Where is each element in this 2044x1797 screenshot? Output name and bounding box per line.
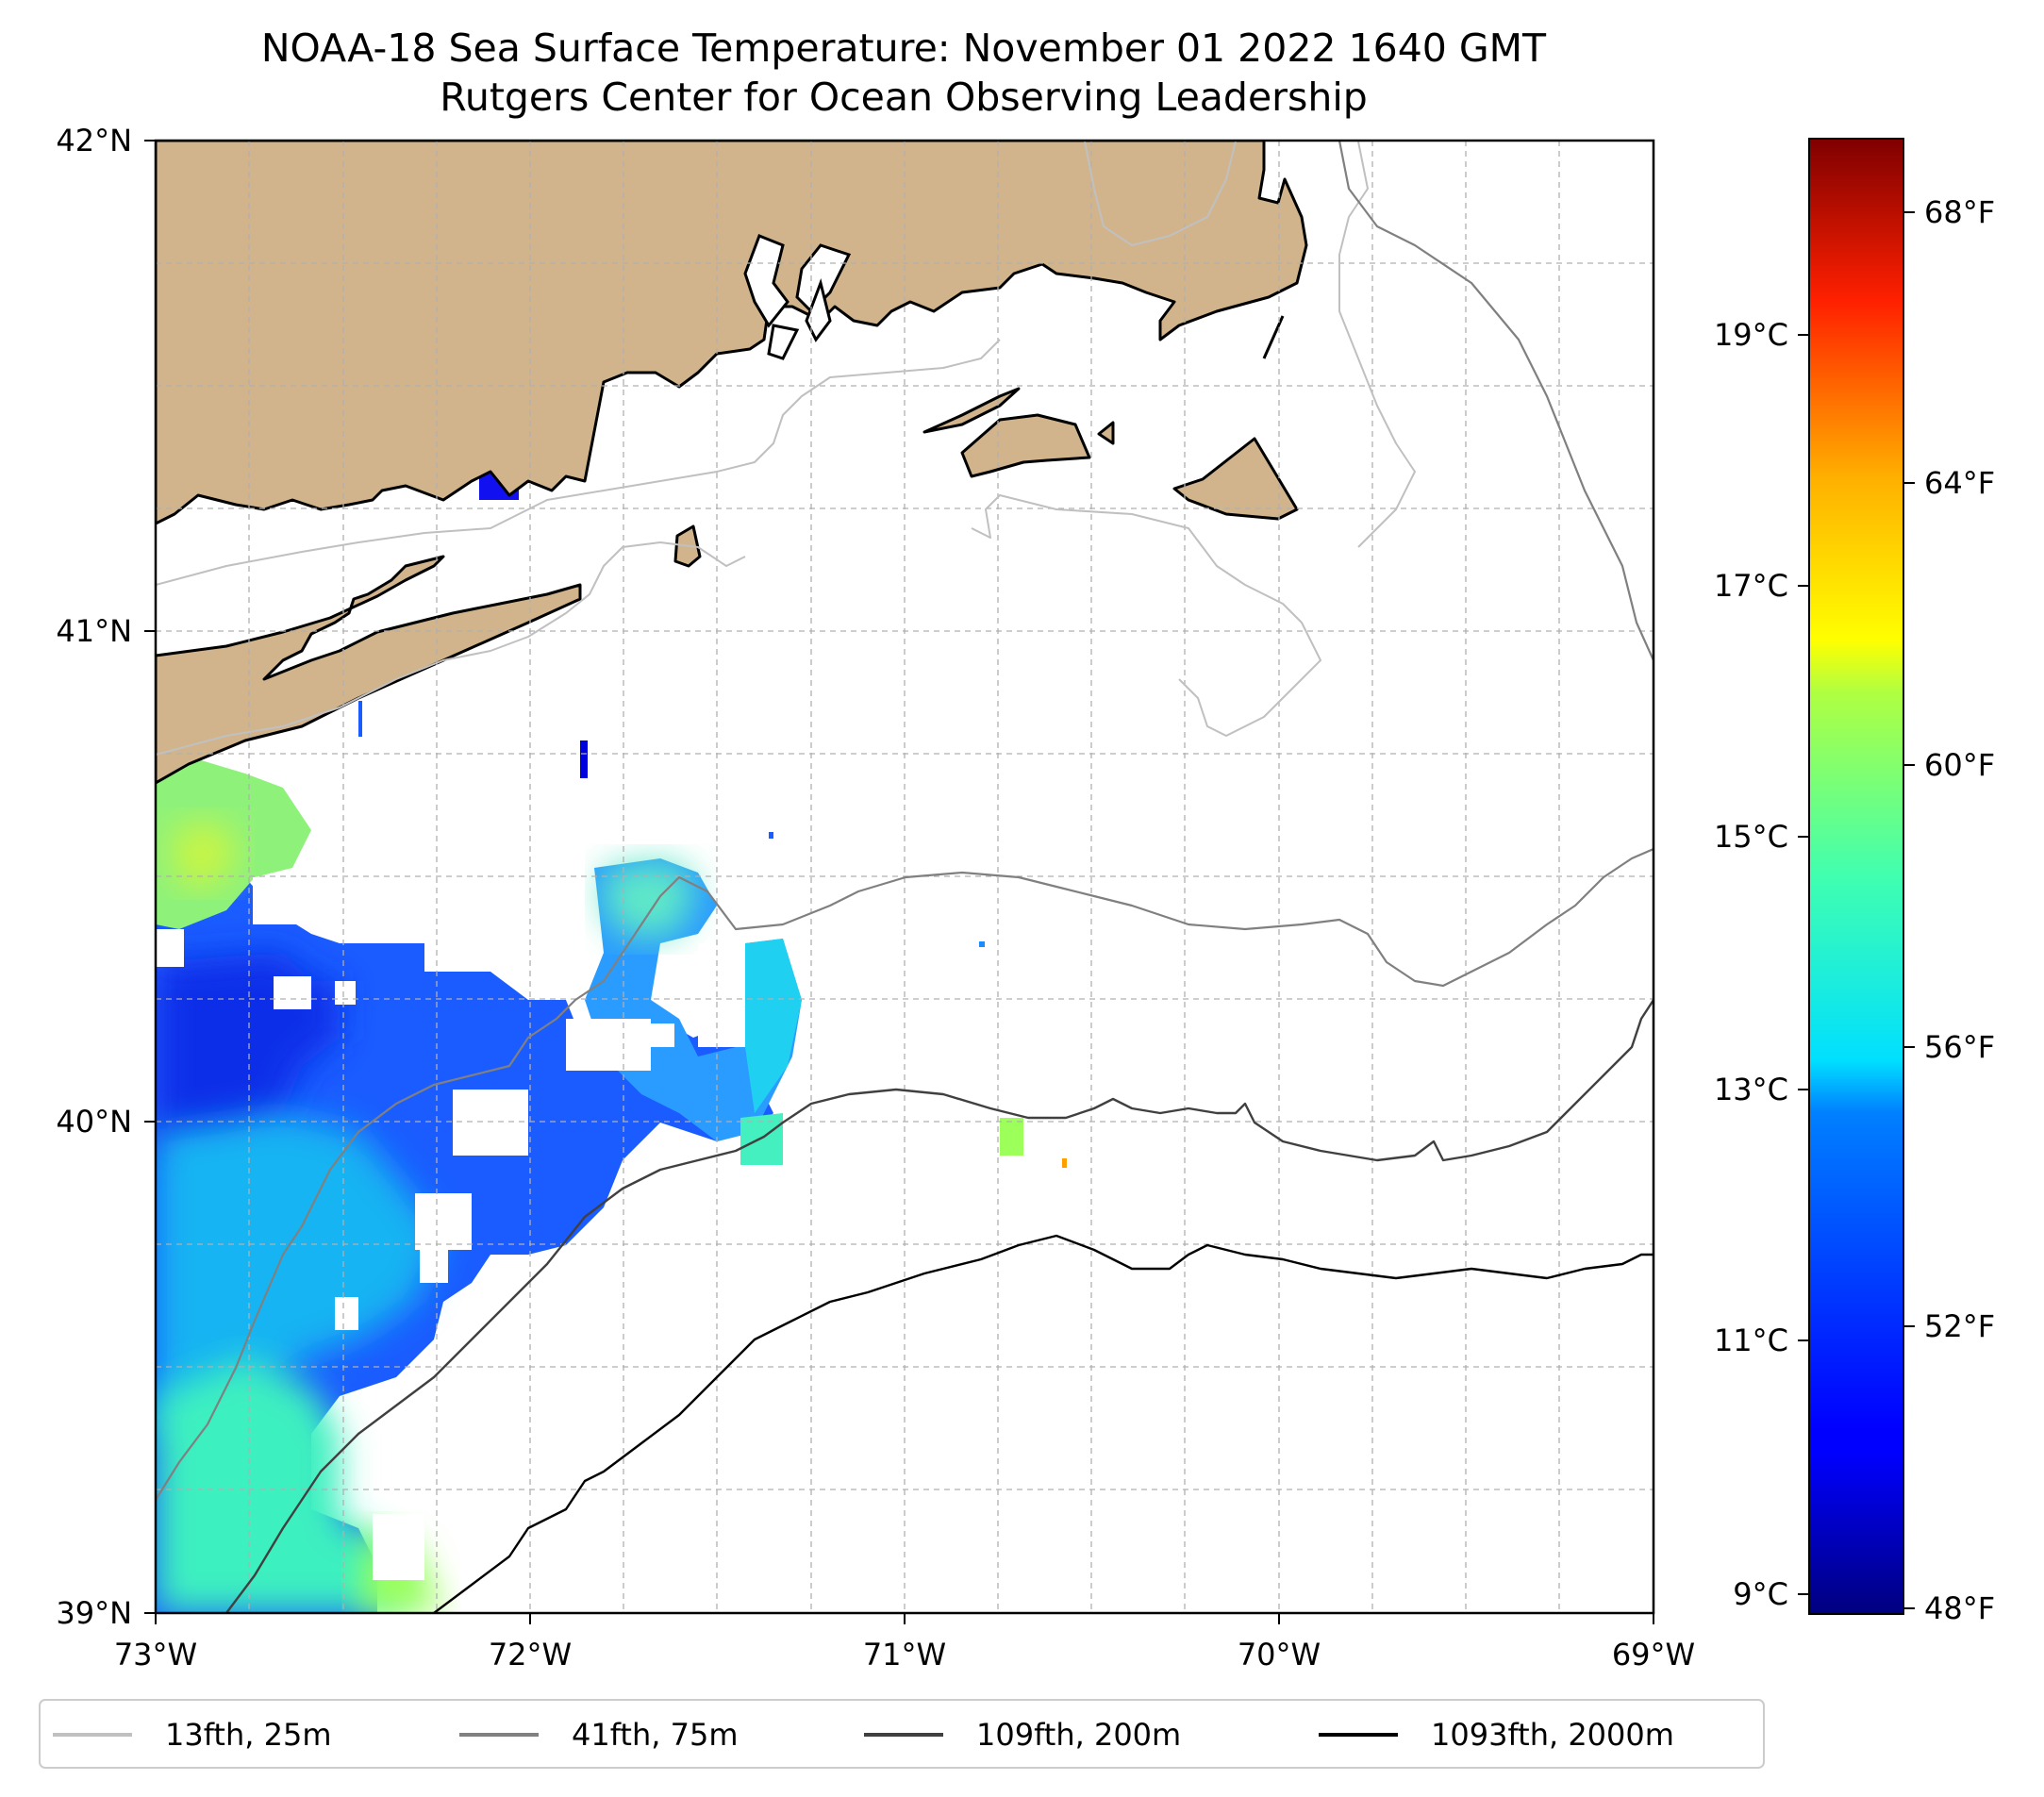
lat-label: 39°N [56, 1595, 132, 1631]
celsius-label: 17°C [1714, 568, 1788, 604]
lon-label: 73°W [114, 1637, 197, 1672]
map-panel [156, 141, 1653, 1613]
colorbar-gradient [1808, 138, 1904, 1615]
sst-speck-2 [358, 701, 362, 737]
lon-label: 69°W [1612, 1637, 1695, 1672]
sst-patch-aqua [156, 1358, 406, 1613]
sst-patch-cyan [156, 1113, 443, 1434]
legend-label-200m: 109fth, 200m [976, 1717, 1181, 1753]
legend-label-75m: 41fth, 75m [572, 1717, 738, 1753]
lat-label: 42°N [56, 123, 132, 158]
contour-2000m [433, 1234, 1653, 1613]
lon-label: 72°W [489, 1637, 572, 1672]
fahrenheit-label: 56°F [1924, 1029, 1995, 1065]
contour-25m [156, 141, 1416, 756]
contour-75m [156, 141, 1653, 1501]
sst-speck-6 [769, 832, 773, 839]
bay-water [743, 234, 852, 360]
legend-label-25m: 13fth, 25m [165, 1717, 331, 1753]
land-long-island [156, 555, 582, 785]
celsius-label: 9°C [1733, 1576, 1788, 1612]
fahrenheit-label: 48°F [1924, 1590, 1995, 1626]
land-marthas-vineyard [960, 413, 1091, 478]
contour-legend: 13fth, 25m 41fth, 75m 109fth, 200m 1093f… [39, 1699, 1765, 1769]
land-elizabeth-islands [922, 387, 1021, 434]
land-mass [156, 141, 1308, 785]
sst-patch-east-cyan [745, 939, 802, 1113]
sst-speck-7 [979, 941, 985, 947]
celsius-label: 13°C [1714, 1072, 1788, 1107]
celsius-label: 15°C [1714, 819, 1788, 855]
sst-speck-3 [1000, 1118, 1023, 1156]
gridlines [156, 141, 1653, 1613]
sst-speck-4 [1062, 1158, 1067, 1168]
map-title: NOAA-18 Sea Surface Temperature: Novembe… [260, 25, 1547, 71]
lat-label: 40°N [56, 1104, 132, 1140]
land-small-island [1097, 421, 1115, 445]
sst-patch-east-aqua [604, 860, 698, 939]
sst-speck-1 [580, 740, 588, 778]
celsius-labels: 19°C 17°C 15°C 13°C 11°C 9°C [1714, 317, 1788, 1612]
legend-label-2000m: 1093fth, 2000m [1431, 1717, 1674, 1753]
land-nantucket [1172, 437, 1299, 521]
land-cape-tip [1262, 315, 1285, 359]
lon-label: 70°W [1238, 1637, 1321, 1672]
colorbar: 19°C 17°C 15°C 13°C 11°C 9°C 68°F 64°F 6… [1714, 138, 1995, 1626]
fahrenheit-labels: 68°F 64°F 60°F 56°F 52°F 48°F [1924, 194, 1995, 1626]
axis-ticks [144, 140, 1654, 1624]
celsius-label: 19°C [1714, 317, 1788, 353]
fahrenheit-label: 64°F [1924, 465, 1995, 501]
fahrenheit-label: 52°F [1924, 1308, 1995, 1344]
colorbar-ticks [1798, 211, 1915, 1609]
contour-200m [225, 999, 1653, 1613]
lon-label: 71°W [863, 1637, 946, 1672]
lon-labels: 73°W 72°W 71°W 70°W 69°W [114, 1637, 1695, 1672]
land-mainland [156, 141, 1308, 525]
lat-labels: 42°N 41°N 40°N 39°N [56, 123, 132, 1631]
map-subtitle: Rutgers Center for Ocean Observing Leade… [440, 75, 1368, 120]
bathymetry-contours [156, 141, 1653, 1613]
fahrenheit-label: 60°F [1924, 747, 1995, 783]
sst-patch-nearshore-yellow [170, 821, 241, 887]
celsius-label: 11°C [1714, 1323, 1788, 1358]
lat-label: 41°N [56, 613, 132, 649]
fahrenheit-label: 68°F [1924, 194, 1995, 230]
